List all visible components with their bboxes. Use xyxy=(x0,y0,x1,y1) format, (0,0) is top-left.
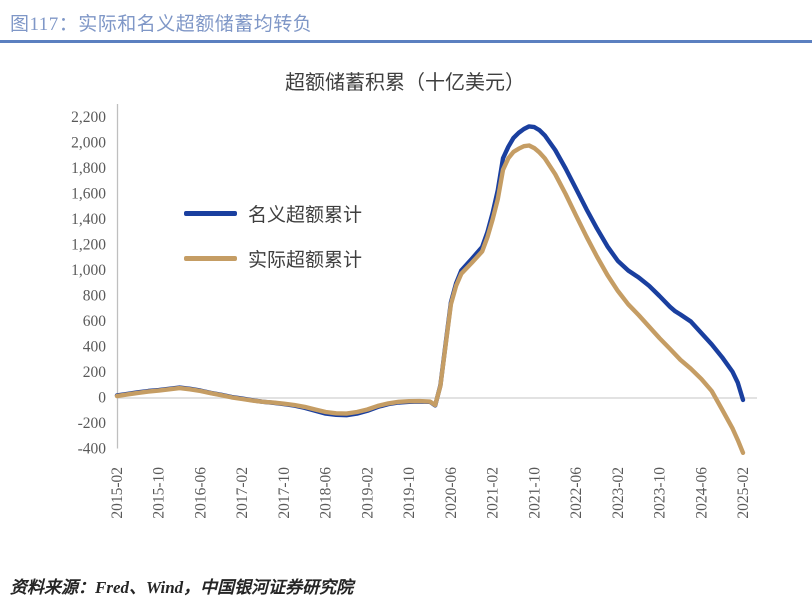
y-axis-label: 1,800 xyxy=(71,160,106,177)
x-axis-label: 2021-10 xyxy=(526,467,543,519)
y-axis-label: 1,000 xyxy=(71,262,106,279)
y-axis-label: 600 xyxy=(83,313,107,330)
y-axis-label: 1,200 xyxy=(71,237,106,254)
legend-label-nominal: 名义超额累计 xyxy=(248,204,363,226)
legend-item-nominal: 名义超额累计 xyxy=(184,201,363,226)
x-axis-label: 2019-10 xyxy=(401,467,418,519)
x-axis-label: 2020-06 xyxy=(443,467,460,519)
x-axis-label: 2024-06 xyxy=(693,467,710,519)
x-axis-label: 2023-02 xyxy=(610,467,627,519)
x-axis-label: 2015-02 xyxy=(109,467,126,519)
real-series-line xyxy=(114,143,746,455)
x-axis-label: 2025-02 xyxy=(735,467,752,519)
chart-legend: 名义超额累计 实际超额累计 xyxy=(184,201,363,271)
y-axis-label: 400 xyxy=(83,339,107,356)
nominal-line-swatch xyxy=(184,210,237,216)
legend-item-real: 实际超额累计 xyxy=(184,246,363,271)
x-axis-label: 2017-02 xyxy=(234,467,251,519)
x-axis-label: 2022-06 xyxy=(568,467,585,519)
y-axis-label: 0 xyxy=(98,390,106,407)
nominal-series-line xyxy=(114,124,746,418)
y-axis-label: 2,200 xyxy=(71,109,106,126)
x-axis-label: 2017-10 xyxy=(276,467,293,519)
x-axis-label: 2023-10 xyxy=(652,467,669,519)
y-axis-label: 1,400 xyxy=(71,211,106,228)
x-axis-label: 2016-06 xyxy=(192,467,209,519)
header-rule xyxy=(0,40,812,43)
y-axis-label: 200 xyxy=(83,364,107,381)
y-axis-label: -200 xyxy=(78,415,107,432)
figure-caption: 图117：实际和名义超额储蓄均转负 xyxy=(10,14,313,35)
y-axis-label: 1,600 xyxy=(71,186,106,203)
y-axis-label: 800 xyxy=(83,288,107,305)
y-axis-label: 2,000 xyxy=(71,135,106,152)
x-axis-label: 2015-10 xyxy=(151,467,168,519)
real-line-swatch xyxy=(184,255,237,261)
legend-label-real: 实际超额累计 xyxy=(248,249,363,271)
x-axis-label: 2018-06 xyxy=(318,467,335,519)
chart-title: 超额储蓄积累（十亿美元） xyxy=(285,72,525,94)
x-axis-label: 2021-02 xyxy=(485,467,502,519)
y-axis-label: -400 xyxy=(78,441,107,458)
source-note: 资料来源：Fred、Wind，中国银河证券研究院 xyxy=(10,578,354,597)
x-axis-label: 2019-02 xyxy=(359,467,376,519)
